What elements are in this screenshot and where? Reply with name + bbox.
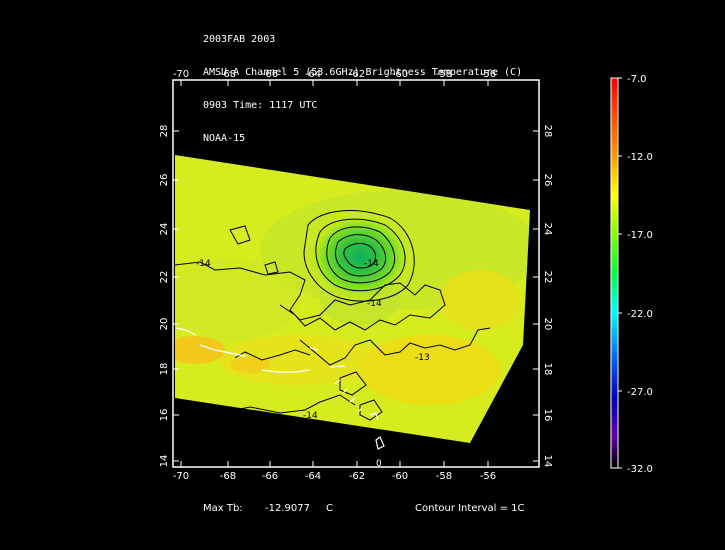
lon-label: -56 — [480, 69, 496, 80]
contour-label: -13 — [415, 353, 430, 363]
lon-labels-bottom: -70 -68 -66 -64 -62 -60 -58 -56 — [173, 471, 496, 482]
title-line-1: 2003FAB 2003 — [203, 34, 276, 45]
lat-label: 26 — [542, 174, 553, 187]
contour-label: -14 — [303, 411, 318, 421]
lon-label: -66 — [262, 471, 278, 482]
lat-label: 16 — [542, 409, 553, 422]
lat-labels-right: 14 16 18 20 22 24 26 28 — [542, 125, 553, 468]
colorbar: -7.0 -12.0 -17.0 -22.0 -27.0 -32.0 — [610, 74, 653, 475]
title-line-2: AMSU-A Channel 5 (53.6GHz) Brightness Te… — [203, 67, 523, 78]
contour-label: 0 — [376, 459, 382, 469]
lat-label: 28 — [159, 125, 170, 138]
colorbar-label: -7.0 — [627, 74, 647, 85]
lat-label: 24 — [159, 223, 170, 236]
colorbar-label: -12.0 — [627, 152, 653, 163]
contour-value-labels: -14 -14 -14 -13 -14 0 — [196, 259, 430, 469]
title-line-3: 0903 Time: 1117 UTC — [203, 100, 318, 111]
colorbar-label: -22.0 — [627, 309, 653, 320]
contour-label: -14 — [196, 259, 211, 269]
lon-labels-top: -70 -68 -66 -64 -62 -60 -58 -56 — [173, 69, 496, 80]
lon-label: -68 — [220, 69, 236, 80]
contour-interval: Contour Interval = 1C — [415, 503, 525, 514]
lon-label: -58 — [436, 471, 452, 482]
lon-label: -60 — [392, 471, 408, 482]
lat-label: 22 — [542, 271, 553, 284]
lon-label: -56 — [480, 471, 496, 482]
contour-label: -14 — [367, 299, 382, 309]
lat-label: 18 — [542, 363, 553, 376]
coastlines — [175, 327, 385, 450]
map-frame — [172, 79, 540, 468]
max-tb-label: Max Tb: — [203, 503, 243, 514]
lat-label: 22 — [159, 271, 170, 284]
max-tb-value: -12.9077 — [265, 503, 310, 514]
lon-label: -68 — [220, 471, 236, 482]
lat-label: 20 — [542, 318, 553, 331]
lat-label: 16 — [159, 409, 170, 422]
contour-lines — [174, 210, 491, 451]
lat-label: 20 — [159, 318, 170, 331]
lat-label: 26 — [159, 174, 170, 187]
lat-label: 28 — [542, 125, 553, 138]
lon-label: -70 — [173, 69, 189, 80]
lon-label: -60 — [392, 69, 408, 80]
colorbar-gradient — [610, 77, 619, 469]
lon-label: -70 — [173, 471, 189, 482]
lat-label: 14 — [542, 455, 553, 468]
lat-label: 24 — [542, 223, 553, 236]
brightness-field — [175, 155, 530, 443]
lon-label: -62 — [349, 471, 365, 482]
contour-label: -14 — [364, 259, 379, 269]
title-line-4: NOAA-15 — [203, 133, 246, 144]
lat-labels-left: 14 16 18 20 22 24 26 28 — [159, 125, 170, 468]
lon-label: -64 — [305, 69, 321, 80]
colorbar-label: -32.0 — [627, 464, 653, 475]
lon-label: -58 — [436, 69, 452, 80]
max-tb-unit: C — [326, 503, 333, 514]
lat-label: 14 — [159, 455, 170, 468]
lon-gridlines — [180, 80, 489, 467]
plot-title: 2003FAB 2003 AMSU-A Channel 5 (53.6GHz) … — [203, 12, 522, 155]
lon-label: -62 — [349, 69, 365, 80]
colorbar-label: -17.0 — [627, 230, 653, 241]
lat-gridlines — [173, 130, 539, 462]
colorbar-label: -27.0 — [627, 387, 653, 398]
lat-label: 18 — [159, 363, 170, 376]
lon-label: -66 — [262, 69, 278, 80]
lon-label: -64 — [305, 471, 321, 482]
